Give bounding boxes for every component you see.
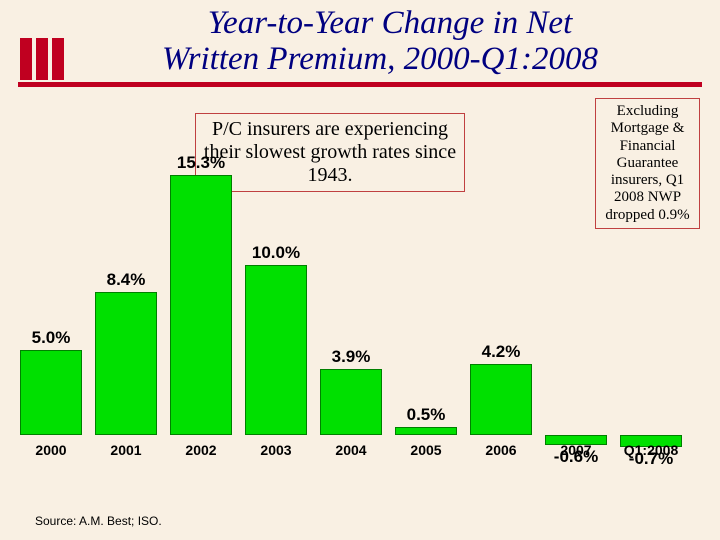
x-axis-label: 2003 bbox=[245, 442, 307, 458]
bar-value-label: 15.3% bbox=[170, 153, 232, 173]
x-axis-label: 2001 bbox=[95, 442, 157, 458]
bar-value-label: 4.2% bbox=[470, 342, 532, 362]
bar bbox=[395, 427, 457, 436]
x-axis-label: 2004 bbox=[320, 442, 382, 458]
x-axis-label: 2006 bbox=[470, 442, 532, 458]
bar-value-label: 10.0% bbox=[245, 243, 307, 263]
bar-group: 15.3% 2002 bbox=[170, 108, 232, 468]
bar-group: 3.9% 2004 bbox=[320, 108, 382, 468]
x-axis-label: 2005 bbox=[395, 442, 457, 458]
x-axis-label: 2002 bbox=[170, 442, 232, 458]
logo-icon bbox=[20, 38, 70, 80]
bar-value-label: 8.4% bbox=[95, 270, 157, 290]
bar-group: 10.0% 2003 bbox=[245, 108, 307, 468]
bar-group: 4.2% 2006 bbox=[470, 108, 532, 468]
bar-value-label: 3.9% bbox=[320, 347, 382, 367]
bar-group: -0.7%Q1:2008 bbox=[620, 108, 682, 468]
bar-value-label: 5.0% bbox=[20, 328, 82, 348]
bar-group: -0.6%2007 bbox=[545, 108, 607, 468]
page-title: Year-to-Year Change in Net Written Premi… bbox=[20, 5, 700, 78]
bar bbox=[245, 265, 307, 435]
bar bbox=[95, 292, 157, 435]
bar-chart: P/C insurers are experiencing their slow… bbox=[20, 108, 700, 468]
x-axis-label: Q1:2008 bbox=[620, 442, 682, 458]
bar bbox=[470, 364, 532, 435]
title-rule bbox=[18, 82, 702, 87]
x-axis-label: 2007 bbox=[545, 442, 607, 458]
bar bbox=[170, 175, 232, 435]
bar-group: 8.4% 2001 bbox=[95, 108, 157, 468]
title-line1: Year-to-Year Change in Net bbox=[20, 5, 700, 41]
x-axis-label: 2000 bbox=[20, 442, 82, 458]
bar bbox=[20, 350, 82, 435]
bar-value-label: 0.5% bbox=[395, 405, 457, 425]
bar bbox=[320, 369, 382, 435]
bar-group: 5.0% 2000 bbox=[20, 108, 82, 468]
bar-group: 0.5% 2005 bbox=[395, 108, 457, 468]
title-line2: Written Premium, 2000-Q1:2008 bbox=[20, 41, 700, 77]
source-text: Source: A.M. Best; ISO. bbox=[35, 514, 162, 528]
